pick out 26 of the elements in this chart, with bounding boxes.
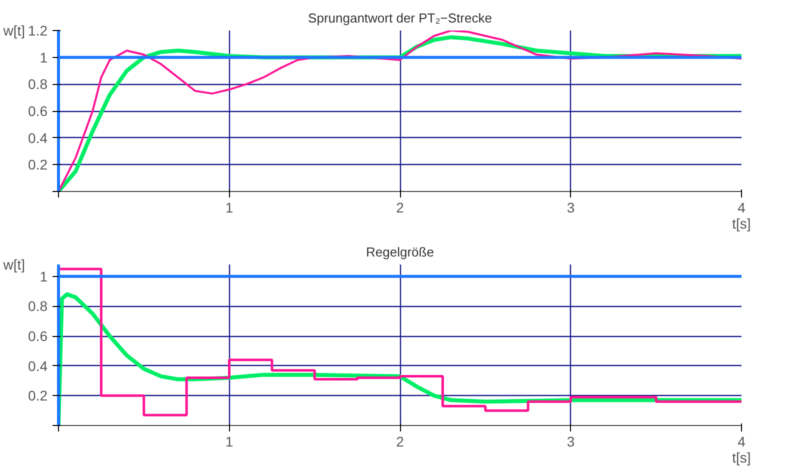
y-tick-label: 0.8: [28, 76, 48, 92]
x-axis-title: t[s]: [732, 216, 751, 232]
y-tick-label: 0.8: [28, 298, 48, 314]
x-tick-label: 3: [566, 200, 575, 216]
y-tick-label: 0.6: [28, 103, 48, 119]
y-tick-label: 0.4: [28, 358, 48, 374]
x-tick-label: 1: [225, 434, 234, 450]
y-tick-label: 0.2: [28, 156, 48, 173]
y-axis-title: w[t]: [2, 22, 26, 38]
y-tick-label: 0.4: [28, 130, 48, 146]
x-tick-label: 2: [396, 200, 404, 216]
x-tick-label: 1: [225, 200, 234, 216]
y-tick-label: 1: [40, 49, 48, 66]
line-series: [58, 292, 742, 426]
y-axis-title: w[t]: [2, 256, 26, 272]
y-tick-label: 1.2: [28, 22, 48, 38]
y-tick-label: 1: [40, 268, 48, 284]
x-tick-label: 2: [396, 434, 404, 450]
x-tick-label: 4: [738, 434, 746, 450]
x-tick-label: 4: [738, 200, 746, 216]
chart-title: Sprungantwort der PT₂−Strecke: [308, 10, 492, 26]
y-tick-label: 0.2: [28, 388, 48, 404]
x-tick-label: 3: [566, 434, 575, 450]
x-axis-title: t[s]: [732, 450, 751, 466]
chart-title: Regelgröße: [366, 244, 434, 260]
y-tick-label: 0.6: [28, 328, 48, 344]
